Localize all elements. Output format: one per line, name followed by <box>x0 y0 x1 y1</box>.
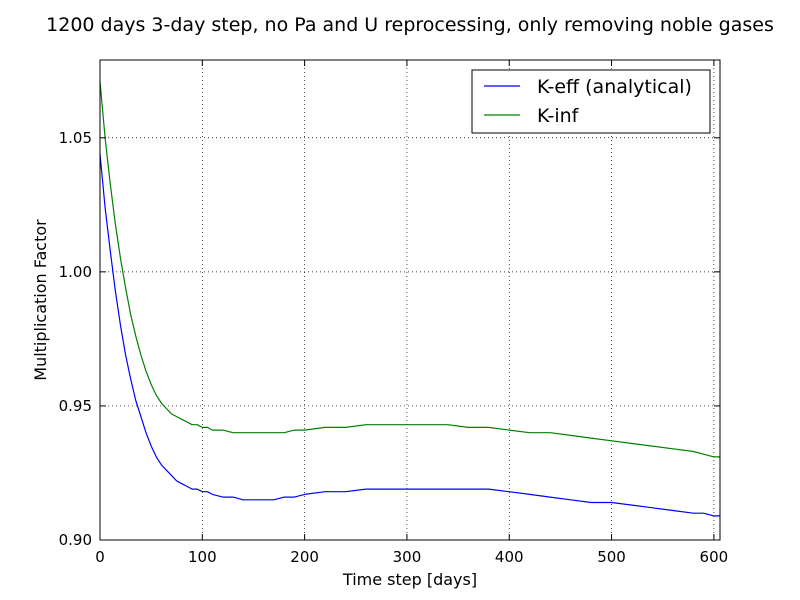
chart-title: 1200 days 3-day step, no Pa and U reproc… <box>46 14 774 36</box>
x-tick-label: 0 <box>95 548 105 566</box>
x-tick-label: 100 <box>188 548 217 566</box>
y-tick-label: 0.90 <box>59 531 92 549</box>
y-tick-label: 0.95 <box>59 397 92 415</box>
plot-frame <box>99 59 721 541</box>
series-line-k-eff <box>99 153 720 517</box>
legend-label-k-inf: K-inf <box>537 105 580 127</box>
y-tick-label: 1.00 <box>59 263 92 281</box>
series-layer <box>99 81 720 517</box>
x-tick-label: 600 <box>700 548 729 566</box>
x-tick-label: 500 <box>597 548 626 566</box>
ticks: 0 100 200 300 400 500 600 0.90 0.95 1.00 1.05 <box>59 60 729 566</box>
y-axis-label: Multiplication Factor <box>31 219 50 381</box>
y-tick-label: 1.05 <box>59 129 92 147</box>
legend-label-k-eff: K-eff (analytical) <box>537 76 692 98</box>
grid <box>100 60 720 540</box>
plot-area <box>100 60 720 540</box>
series-line-k-inf <box>99 81 720 458</box>
x-tick-label: 300 <box>393 548 422 566</box>
legend: K-eff (analytical) K-inf <box>471 69 711 134</box>
x-axis-label: Time step [days] <box>342 570 477 589</box>
x-tick-label: 200 <box>290 548 319 566</box>
legend-box <box>471 69 711 134</box>
x-tick-label: 400 <box>495 548 524 566</box>
